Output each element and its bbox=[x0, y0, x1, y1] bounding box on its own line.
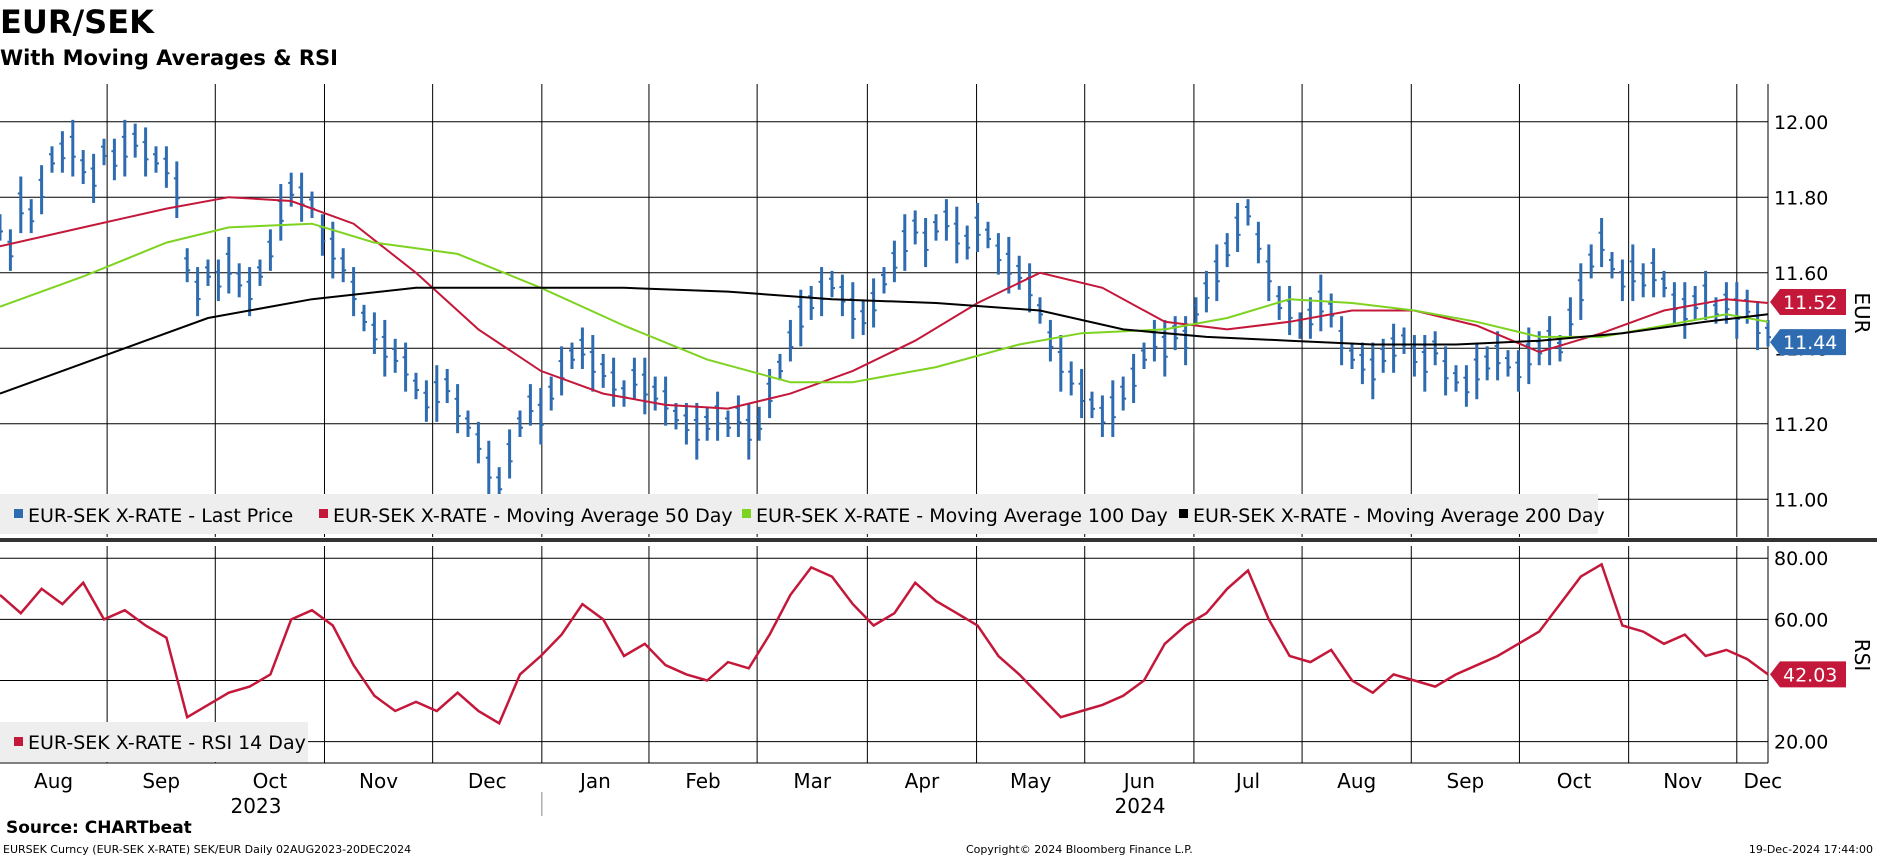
month-label: Dec bbox=[1743, 769, 1782, 793]
chart-title: EUR/SEK bbox=[0, 3, 154, 41]
month-label: Sep bbox=[1447, 769, 1485, 793]
rsi-last-value-tag: 42.03 bbox=[1770, 661, 1846, 688]
month-label: Aug bbox=[34, 769, 73, 793]
legend-label: EUR-SEK X-RATE - Moving Average 50 Day bbox=[333, 505, 733, 527]
rsi-tick-label: 20.00 bbox=[1774, 732, 1828, 754]
ma50-last-value-tag-shape bbox=[1770, 288, 1846, 315]
year-label: 2024 bbox=[1115, 794, 1166, 818]
month-label: Dec bbox=[468, 769, 507, 793]
price-last-value-tag-shape bbox=[1770, 329, 1846, 356]
ma50-last-value-tag: 11.52 bbox=[1770, 288, 1846, 315]
price-panel-bg bbox=[0, 84, 1768, 537]
price-last-value-tag: 11.44 bbox=[1770, 329, 1846, 356]
price-tick-label: 12.00 bbox=[1774, 112, 1828, 134]
price-legend: EUR-SEK X-RATE - Last Price EUR-SEK X-RAT… bbox=[0, 494, 1605, 534]
ticker-info: EURSEK Curncy (EUR-SEK X-RATE) SEK/EUR D… bbox=[3, 843, 412, 856]
timestamp: 19-Dec-2024 17:44:00 bbox=[1748, 843, 1873, 856]
price-tick-label: 11.20 bbox=[1774, 414, 1828, 436]
ma100-line bbox=[0, 222, 1769, 384]
rsi-tick-label: 80.00 bbox=[1774, 548, 1828, 570]
copyright-note: Copyright© 2024 Bloomberg Finance L.P. bbox=[966, 843, 1193, 856]
legend-swatch bbox=[1179, 509, 1188, 518]
price-last-value-tag-text: 11.44 bbox=[1783, 332, 1837, 354]
rsi-legend: EUR-SEK X-RATE - RSI 14 Day bbox=[0, 722, 308, 762]
rsi-tick-label: 60.00 bbox=[1774, 609, 1828, 631]
month-label: Oct bbox=[1557, 769, 1592, 793]
source-note: Source: CHARTbeat bbox=[6, 818, 192, 838]
price-tick-label: 11.80 bbox=[1774, 187, 1828, 209]
ma200-line bbox=[0, 286, 1769, 395]
rsi-legend-bg bbox=[0, 722, 308, 762]
rsi-line bbox=[0, 562, 1769, 726]
rsi-last-value-tag-text: 42.03 bbox=[1783, 664, 1837, 686]
legend-label: EUR-SEK X-RATE - Moving Average 100 Day bbox=[756, 505, 1168, 527]
year-label: 2023 bbox=[231, 794, 282, 818]
month-label: May bbox=[1010, 769, 1052, 793]
month-label: Nov bbox=[1663, 769, 1702, 793]
month-label: Apr bbox=[905, 769, 940, 793]
month-label: Nov bbox=[359, 769, 398, 793]
legend-swatch bbox=[14, 737, 23, 746]
month-label: Jul bbox=[1234, 769, 1260, 793]
chart-subtitle: With Moving Averages & RSI bbox=[0, 46, 338, 70]
month-label: Feb bbox=[685, 769, 720, 793]
legend-label: EUR-SEK X-RATE - RSI 14 Day bbox=[28, 732, 306, 754]
month-label: Oct bbox=[253, 769, 288, 793]
ma50-line bbox=[0, 196, 1769, 410]
price-legend-bg bbox=[0, 494, 1598, 534]
price-tick-label: 11.60 bbox=[1774, 263, 1828, 285]
rsi-axis-title: RSI bbox=[1850, 639, 1874, 672]
month-label: Jun bbox=[1122, 769, 1155, 793]
ma50-last-value-tag-text: 11.52 bbox=[1783, 292, 1837, 314]
rsi-last-value-tag-shape bbox=[1770, 661, 1846, 688]
legend-swatch bbox=[742, 509, 751, 518]
legend-label: EUR-SEK X-RATE - Moving Average 200 Day bbox=[1193, 505, 1605, 527]
legend-label: EUR-SEK X-RATE - Last Price bbox=[28, 505, 293, 527]
month-label: Sep bbox=[142, 769, 180, 793]
legend-swatch bbox=[319, 509, 328, 518]
legend-swatch bbox=[14, 509, 23, 518]
month-label: Jan bbox=[578, 769, 611, 793]
price-tick-label: 11.00 bbox=[1774, 489, 1828, 511]
price-axis-title: EUR bbox=[1850, 292, 1874, 333]
month-label: Aug bbox=[1337, 769, 1376, 793]
month-label: Mar bbox=[793, 769, 832, 793]
